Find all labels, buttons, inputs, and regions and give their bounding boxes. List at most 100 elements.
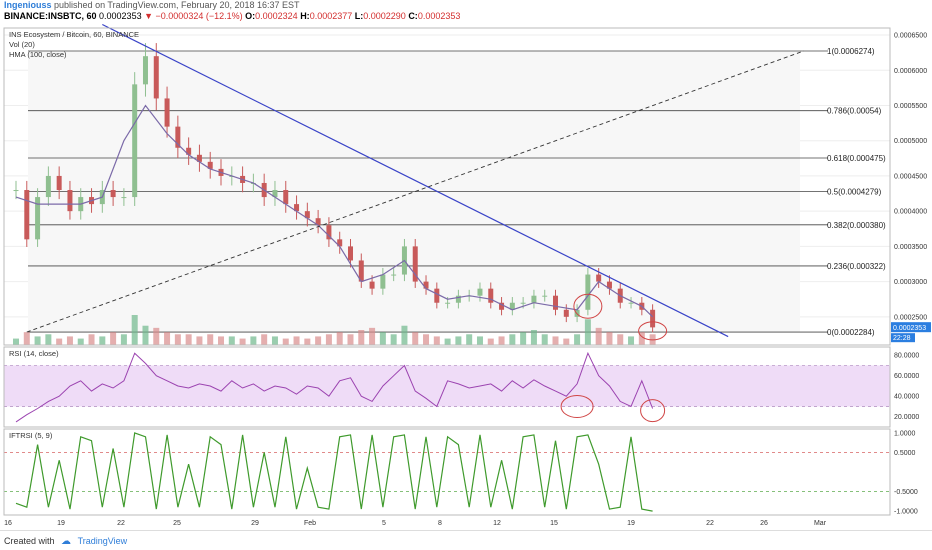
rsi-pane-title: RSI (14, close): [9, 349, 59, 358]
candle-body: [56, 175, 62, 191]
candle-body: [175, 126, 181, 148]
chart-header: Ingeniouss published on TradingView.com,…: [0, 0, 932, 22]
fib-level-label: 0.5(0.0004279): [827, 188, 882, 197]
iftrsi-pane[interactable]: IFTRSI (5, 9): [4, 431, 890, 512]
price-axis-tick: 0.0005000: [894, 138, 927, 145]
candle-body: [369, 281, 375, 289]
candle-body: [272, 190, 278, 198]
candle-body: [445, 302, 451, 304]
candle-body: [531, 295, 537, 303]
volume-bar: [207, 334, 214, 345]
open-value: 0.0002324: [255, 11, 298, 21]
volume-bar: [282, 338, 289, 345]
volume-bar: [498, 336, 505, 345]
footer: Created with ☁ TradingView: [0, 530, 932, 550]
candle-body: [294, 204, 300, 212]
volume-bar: [110, 332, 117, 345]
candle-body: [121, 197, 127, 199]
rsi-pane[interactable]: RSI (14, close): [4, 349, 890, 423]
rsi-band: [4, 365, 890, 407]
candle-body: [650, 309, 656, 328]
price-pane[interactable]: 1(0.0006274) 0.786(0.00054) 0.618(0.000475…: [4, 23, 890, 345]
price-axis-tick: 0.0004500: [894, 173, 927, 180]
volume-bar: [628, 336, 635, 345]
x-axis-tick: 16: [4, 520, 12, 527]
fib-level-label: 0.618(0.000475): [827, 154, 886, 163]
candle-body: [488, 288, 494, 303]
candle-body: [153, 56, 159, 99]
volume-bar: [358, 330, 365, 345]
candle-body: [196, 154, 202, 162]
open-label: O:: [245, 11, 256, 21]
tradingview-logo-icon[interactable]: ☁: [61, 536, 72, 547]
downtrend-line: [102, 23, 729, 338]
volume-bar: [487, 338, 494, 345]
x-axis-tick: Feb: [304, 520, 316, 527]
candle-body: [45, 175, 51, 198]
publish-info: published on TradingView.com, February 2…: [54, 0, 300, 10]
iftrsi-pane-title: IFTRSI (5, 9): [9, 431, 53, 440]
volume-bar: [379, 332, 386, 345]
candle-body: [391, 274, 397, 276]
candle-body: [585, 274, 591, 310]
candle-body: [347, 246, 353, 261]
price-axis-tick: 0.0005500: [894, 103, 927, 110]
volume-bar: [412, 332, 419, 345]
volume-bar: [574, 334, 581, 345]
candle-body: [499, 302, 505, 310]
author-link[interactable]: Ingeniouss: [4, 0, 52, 10]
volume-bar: [369, 327, 376, 345]
volume-bar: [584, 319, 591, 345]
volume-bar: [466, 334, 473, 345]
axis-layer: 0.0006500 0.0006000 0.0005500 0.0005000 0.00…: [3, 27, 931, 527]
candle-body: [520, 302, 526, 304]
candle-body: [315, 218, 321, 226]
x-axis-tick: 29: [251, 520, 259, 527]
countdown-tag-value: 22:28: [893, 335, 911, 342]
candle-body: [110, 190, 116, 198]
hma-indicator-label: HMA (100, close): [9, 50, 67, 59]
x-axis-tick: 26: [760, 520, 768, 527]
tradingview-link[interactable]: TradingView: [77, 536, 128, 546]
iftrsi-axis-tick: 1.0000: [894, 430, 916, 437]
volume-bar: [390, 334, 397, 345]
volume-bar: [131, 315, 138, 345]
volume-bar: [250, 336, 257, 345]
rsi-axis-tick: 60.0000: [894, 373, 919, 380]
volume-bar: [423, 334, 430, 345]
volume-bar: [520, 332, 527, 345]
candle-body: [606, 281, 612, 289]
price-axis-tick: 0.0004000: [894, 209, 927, 216]
candle-body: [283, 190, 289, 205]
change-value: −0.0000324 (−12.1%): [155, 11, 243, 21]
volume-bar: [476, 336, 483, 345]
highlight-circle: [638, 321, 668, 341]
volume-bar: [153, 327, 160, 345]
candle-body: [186, 147, 192, 155]
volume-bar: [34, 336, 41, 345]
low-value: 0.0002290: [363, 11, 406, 21]
volume-bar: [347, 334, 354, 345]
fib-level-label: 0.786(0.00054): [827, 107, 882, 116]
volume-bar: [617, 334, 624, 345]
volume-bar: [99, 336, 106, 345]
candle-body: [132, 84, 138, 198]
volume-bar: [509, 334, 516, 345]
rsi-axis-tick: 40.0000: [894, 394, 919, 401]
candle-body: [358, 260, 364, 282]
volume-bar: [563, 338, 570, 345]
fib-level-label: 0.382(0.000380): [827, 221, 886, 230]
candle-body: [13, 190, 19, 192]
volume-bar: [174, 334, 181, 345]
x-axis-tick: 12: [493, 520, 501, 527]
volume-bar: [541, 334, 548, 345]
volume-bar: [23, 332, 30, 345]
volume-bar: [218, 336, 225, 345]
x-axis-tick: 25: [173, 520, 181, 527]
x-axis-tick: 15: [550, 520, 558, 527]
rsi-pane-frame: [3, 346, 891, 428]
volume-bar: [293, 336, 300, 345]
candle-body: [563, 309, 569, 317]
last-price: 0.0002353: [99, 11, 142, 21]
